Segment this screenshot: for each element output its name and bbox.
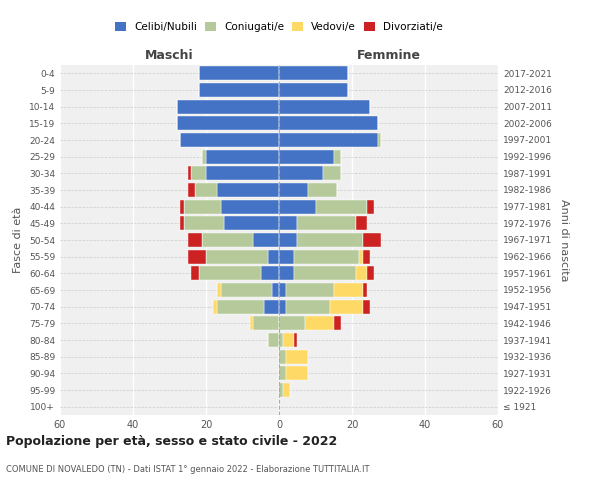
Bar	[206, 166, 279, 180]
Bar	[305, 316, 334, 330]
Bar	[202, 150, 206, 164]
Bar	[181, 133, 279, 147]
Bar	[181, 216, 184, 230]
Bar	[367, 266, 374, 280]
Bar	[323, 166, 341, 180]
Bar	[279, 150, 334, 164]
Bar	[177, 100, 279, 114]
Bar	[279, 83, 349, 97]
Bar	[279, 200, 316, 214]
Bar	[367, 200, 374, 214]
Text: Maschi: Maschi	[145, 48, 194, 62]
Bar	[279, 66, 349, 80]
Bar	[184, 200, 221, 214]
Bar	[188, 183, 195, 197]
Bar	[279, 300, 286, 314]
Bar	[279, 266, 293, 280]
Bar	[250, 316, 253, 330]
Bar	[253, 316, 279, 330]
Bar	[279, 166, 323, 180]
Bar	[224, 216, 279, 230]
Bar	[363, 250, 370, 264]
Bar	[297, 216, 356, 230]
Legend: Celibi/Nubili, Coniugati/e, Vedovi/e, Divorziati/e: Celibi/Nubili, Coniugati/e, Vedovi/e, Di…	[115, 22, 443, 32]
Bar	[308, 183, 337, 197]
Bar	[221, 283, 272, 297]
Bar	[191, 166, 206, 180]
Bar	[279, 250, 293, 264]
Bar	[191, 266, 199, 280]
Bar	[286, 350, 308, 364]
Bar	[356, 216, 367, 230]
Bar	[177, 116, 279, 130]
Bar	[279, 283, 286, 297]
Bar	[293, 250, 359, 264]
Text: Popolazione per età, sesso e stato civile - 2022: Popolazione per età, sesso e stato civil…	[6, 435, 337, 448]
Bar	[330, 300, 363, 314]
Bar	[279, 383, 283, 397]
Text: Femmine: Femmine	[356, 48, 421, 62]
Bar	[199, 83, 279, 97]
Text: COMUNE DI NOVALEDO (TN) - Dati ISTAT 1° gennaio 2022 - Elaborazione TUTTITALIA.I: COMUNE DI NOVALEDO (TN) - Dati ISTAT 1° …	[6, 465, 370, 474]
Bar	[214, 300, 217, 314]
Bar	[279, 333, 283, 347]
Bar	[221, 200, 279, 214]
Bar	[363, 283, 367, 297]
Bar	[188, 233, 202, 247]
Bar	[297, 233, 363, 247]
Bar	[359, 250, 363, 264]
Bar	[279, 133, 377, 147]
Bar	[253, 233, 279, 247]
Bar	[217, 183, 279, 197]
Bar	[279, 216, 297, 230]
Bar	[279, 316, 305, 330]
Bar	[199, 266, 261, 280]
Bar	[261, 266, 279, 280]
Bar	[334, 283, 363, 297]
Bar	[286, 300, 330, 314]
Bar	[206, 150, 279, 164]
Bar	[279, 350, 286, 364]
Bar	[206, 250, 268, 264]
Y-axis label: Anni di nascita: Anni di nascita	[559, 198, 569, 281]
Bar	[184, 216, 224, 230]
Bar	[279, 366, 286, 380]
Bar	[217, 283, 221, 297]
Bar	[283, 333, 293, 347]
Bar	[268, 333, 279, 347]
Bar	[286, 283, 334, 297]
Bar	[377, 133, 381, 147]
Bar	[293, 333, 297, 347]
Bar	[195, 183, 217, 197]
Bar	[363, 233, 381, 247]
Bar	[316, 200, 367, 214]
Bar	[265, 300, 279, 314]
Bar	[188, 166, 191, 180]
Y-axis label: Fasce di età: Fasce di età	[13, 207, 23, 273]
Bar	[279, 116, 377, 130]
Bar	[181, 200, 184, 214]
Bar	[293, 266, 356, 280]
Bar	[268, 250, 279, 264]
Bar	[356, 266, 367, 280]
Bar	[202, 233, 253, 247]
Bar	[279, 100, 370, 114]
Bar	[283, 383, 290, 397]
Bar	[334, 316, 341, 330]
Bar	[334, 150, 341, 164]
Bar	[286, 366, 308, 380]
Bar	[279, 233, 297, 247]
Bar	[217, 300, 265, 314]
Bar	[279, 183, 308, 197]
Bar	[363, 300, 370, 314]
Bar	[199, 66, 279, 80]
Bar	[272, 283, 279, 297]
Bar	[188, 250, 206, 264]
